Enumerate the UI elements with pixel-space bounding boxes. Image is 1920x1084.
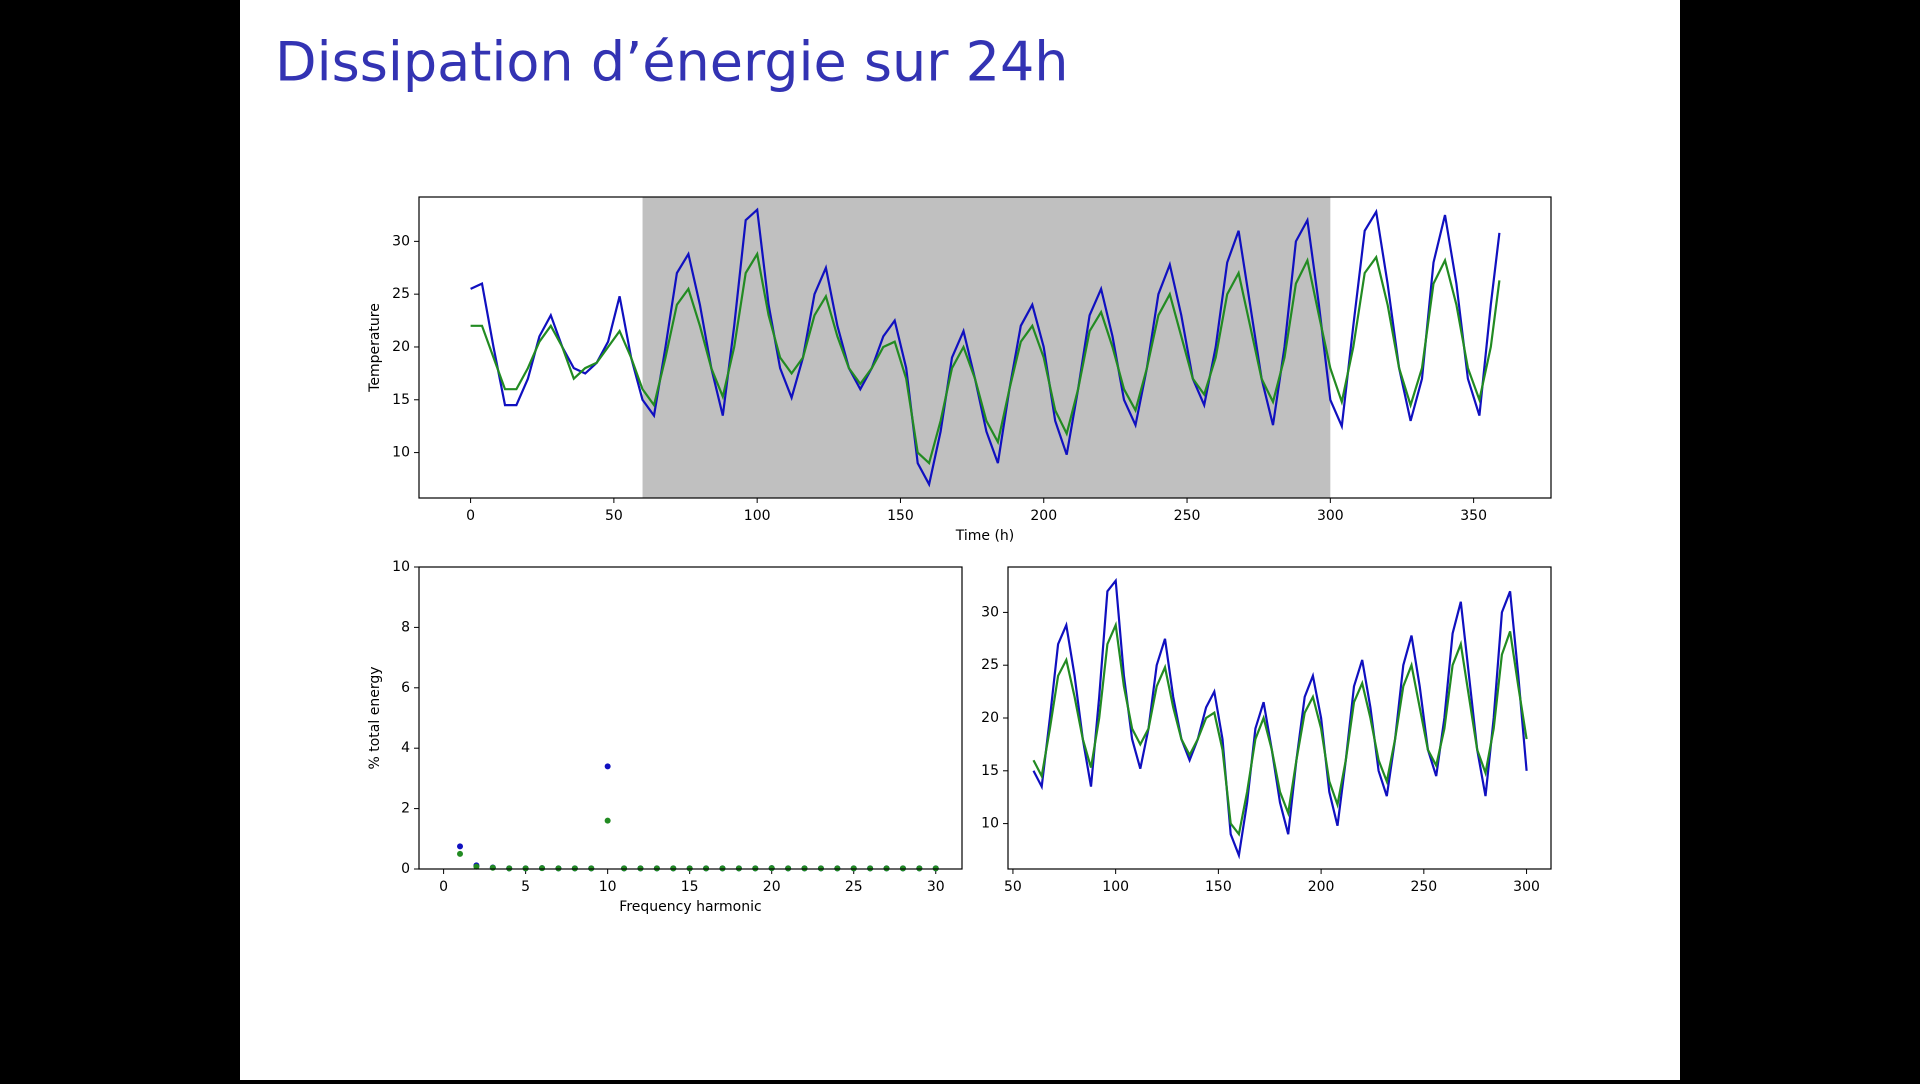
y-tick-label: 4 (401, 740, 410, 756)
x-tick-label: 200 (1308, 879, 1335, 895)
series-line (1032, 577, 1528, 860)
point (916, 865, 923, 872)
point (653, 865, 660, 872)
x-axis-label: Time (h) (955, 528, 1015, 544)
point (768, 865, 775, 872)
x-tick-label: 15 (681, 879, 699, 895)
y-axis-label: % total energy (367, 667, 383, 770)
axes-frame (418, 196, 1552, 499)
x-tick-label: 5 (521, 879, 530, 895)
x-tick-label: 250 (1410, 879, 1437, 895)
x-tick-label: 50 (605, 508, 623, 524)
y-tick-label: 20 (981, 710, 999, 726)
point (735, 865, 742, 872)
point (489, 864, 496, 871)
y-tick-label: 15 (981, 763, 999, 779)
point (473, 863, 480, 870)
x-tick-label: 0 (466, 508, 475, 524)
series-line (470, 207, 1501, 488)
point (604, 817, 611, 824)
y-tick-label: 10 (392, 559, 410, 575)
series-line (470, 250, 1501, 466)
point (621, 865, 628, 872)
point (637, 865, 644, 872)
y-tick-label: 15 (392, 392, 410, 408)
x-tick-label: 20 (763, 879, 781, 895)
x-tick-label: 25 (845, 879, 863, 895)
y-tick-label: 30 (392, 233, 410, 249)
point (604, 763, 611, 770)
x-tick-label: 100 (1102, 879, 1129, 895)
point (670, 865, 677, 872)
slide-background (240, 0, 1680, 1080)
slide-title: Dissipation d’énergie sur 24h (275, 31, 1069, 94)
point (457, 850, 464, 857)
point (457, 843, 464, 850)
y-tick-label: 2 (401, 801, 410, 817)
x-tick-label: 250 (1174, 508, 1201, 524)
point (932, 865, 939, 872)
axes-frame (418, 566, 963, 870)
point (686, 865, 693, 872)
x-tick-label: 30 (927, 879, 945, 895)
y-axis-label: Temperature (367, 303, 383, 393)
x-axis-label: Frequency harmonic (619, 899, 761, 915)
point (588, 865, 595, 872)
y-tick-label: 10 (981, 816, 999, 832)
y-tick-label: 25 (392, 286, 410, 302)
point (539, 865, 546, 872)
point (719, 865, 726, 872)
shaded-span (642, 197, 1331, 498)
x-tick-label: 50 (1004, 879, 1022, 895)
x-tick-label: 10 (599, 879, 617, 895)
x-tick-label: 0 (439, 879, 448, 895)
point (785, 865, 792, 872)
point (555, 865, 562, 872)
y-tick-label: 25 (981, 657, 999, 673)
x-tick-label: 350 (1460, 508, 1487, 524)
point (899, 865, 906, 872)
y-tick-label: 10 (392, 445, 410, 461)
x-tick-label: 150 (1205, 879, 1232, 895)
x-tick-label: 100 (744, 508, 771, 524)
point (703, 865, 710, 872)
point (817, 865, 824, 872)
point (883, 865, 890, 872)
point (506, 865, 513, 872)
y-tick-label: 8 (401, 619, 410, 635)
x-tick-label: 300 (1513, 879, 1540, 895)
y-tick-label: 0 (401, 861, 410, 877)
y-tick-label: 6 (401, 680, 410, 696)
x-tick-label: 300 (1317, 508, 1344, 524)
point (867, 865, 874, 872)
point (752, 865, 759, 872)
y-tick-label: 30 (981, 604, 999, 620)
point (834, 865, 841, 872)
x-tick-label: 150 (887, 508, 914, 524)
point (522, 865, 529, 872)
y-tick-label: 20 (392, 339, 410, 355)
point (801, 865, 808, 872)
series-line (1032, 621, 1528, 837)
point (850, 865, 857, 872)
point (571, 865, 578, 872)
axes-frame (1007, 566, 1552, 870)
x-tick-label: 200 (1030, 508, 1057, 524)
